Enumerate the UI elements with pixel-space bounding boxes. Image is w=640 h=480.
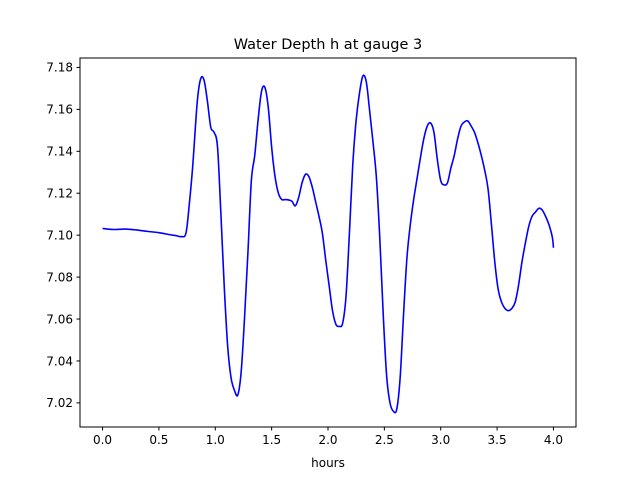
y-tick-label: 7.04 — [46, 354, 73, 368]
y-tick-label: 7.06 — [46, 312, 73, 326]
x-tick-label: 3.5 — [488, 433, 507, 447]
y-tick-label: 7.18 — [46, 61, 73, 75]
y-tick-label: 7.10 — [46, 228, 73, 242]
x-tick-label: 1.5 — [262, 433, 281, 447]
x-tick-label: 0.0 — [93, 433, 112, 447]
x-tick-label: 1.0 — [206, 433, 225, 447]
x-axis: 0.0 0.5 1.0 1.5 2.0 2.5 3.0 3.5 4.0 — [93, 427, 563, 447]
y-tick-label: 7.14 — [46, 145, 73, 159]
x-tick-label: 3.0 — [431, 433, 450, 447]
y-tick-label: 7.08 — [46, 270, 73, 284]
plot-frame — [79, 57, 577, 428]
x-tick-label: 2.5 — [375, 433, 394, 447]
y-tick-label: 7.12 — [46, 187, 73, 201]
y-tick-label: 7.16 — [46, 103, 73, 117]
y-axis: 7.02 7.04 7.06 7.08 7.10 7.12 7.14 7.16 7.18 — [46, 61, 80, 410]
y-tick-label: 7.02 — [46, 396, 73, 410]
x-tick-label: 2.0 — [318, 433, 337, 447]
chart-title: Water Depth h at gauge 3 — [234, 37, 422, 53]
x-tick-label: 0.5 — [149, 433, 168, 447]
plot-area — [102, 74, 555, 414]
x-tick-label: 4.0 — [544, 433, 563, 447]
x-axis-label: hours — [311, 456, 345, 470]
series-line — [102, 74, 555, 414]
